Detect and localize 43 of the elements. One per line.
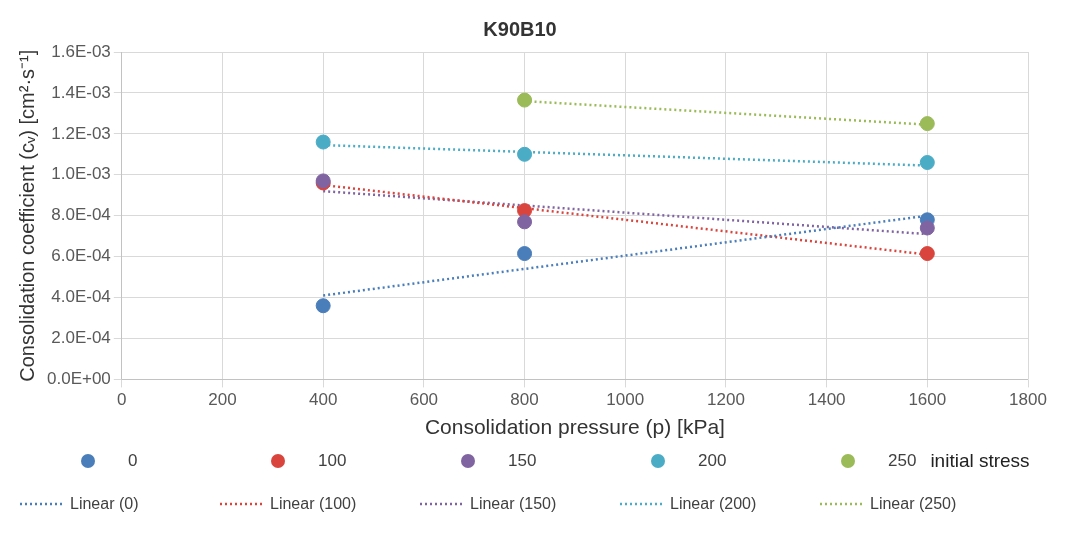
legend-title: initial stress: [930, 450, 1030, 472]
y-tick-label: 2.0E-04: [51, 328, 111, 348]
legend-label: 100: [318, 451, 347, 471]
x-tick-label: 1200: [707, 390, 745, 410]
point: [517, 214, 533, 230]
x-tick-label: 800: [510, 390, 539, 410]
point: [919, 220, 935, 236]
y-tick-label: 1.2E-03: [51, 123, 111, 143]
legend-label: Linear (250): [870, 495, 957, 513]
point: [919, 155, 935, 170]
x-tick-label: 0: [117, 390, 127, 410]
x-tick-label: 1800: [1009, 390, 1047, 410]
y-tick-label: 8.0E-04: [51, 205, 111, 225]
x-tick-label: 1400: [807, 390, 846, 410]
point: [517, 246, 533, 262]
point: [315, 298, 331, 314]
y-tick-label: 0.0E+00: [47, 369, 111, 389]
chart-title: K90B10: [483, 17, 557, 40]
x-tick-label: 1600: [908, 390, 947, 410]
legend-label: 0: [128, 451, 138, 471]
point: [919, 246, 935, 262]
x-axis-title: Consolidation pressure (p) [kPa]: [424, 415, 725, 439]
legend-label: 150: [508, 451, 537, 471]
point: [315, 134, 331, 150]
y-tick-label: 4.0E-04: [51, 287, 111, 307]
y-tick-label: 6.0E-04: [51, 246, 111, 266]
legend-label: Linear (200): [670, 495, 757, 513]
legend-label: 200: [698, 451, 727, 471]
legend-label: 250: [888, 451, 917, 471]
point: [517, 92, 533, 108]
legend-label: Linear (0): [70, 495, 139, 513]
point: [919, 116, 935, 132]
x-tick-label: 200: [208, 390, 237, 410]
legend-label: Linear (150): [470, 495, 557, 513]
legend-label: Linear (100): [270, 495, 357, 513]
y-tick-label: 1.4E-03: [51, 82, 111, 102]
y-tick-label: 1.0E-03: [51, 164, 111, 184]
y-tick-label: 1.6E-03: [51, 41, 111, 61]
x-tick-label: 600: [409, 390, 439, 410]
point: [517, 146, 533, 162]
y-axis-title: Consolidation coefficient (cᵥ) [cm²·s⁻¹]: [15, 49, 38, 382]
x-tick-label: 1000: [606, 390, 645, 410]
x-tick-label: 400: [309, 390, 338, 410]
